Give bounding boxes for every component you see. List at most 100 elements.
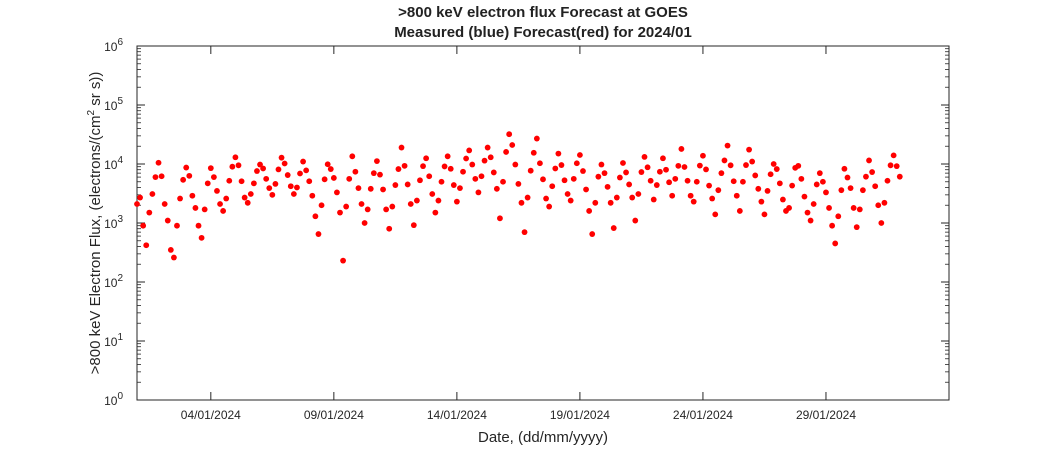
data-point: [537, 160, 543, 167]
data-point: [740, 178, 746, 185]
data-point: [832, 240, 839, 247]
data-point: [429, 191, 436, 197]
data-point: [730, 178, 737, 185]
data-point: [466, 147, 473, 154]
data-point: [404, 181, 411, 188]
data-point: [644, 164, 651, 171]
x-tick-label: 24/01/2024: [673, 408, 733, 422]
data-point: [383, 206, 390, 213]
data-point: [850, 205, 857, 211]
data-point: [641, 153, 648, 160]
y-axis-label-superscript: 2: [86, 110, 97, 116]
data-point: [478, 173, 485, 180]
data-point: [647, 177, 654, 184]
data-points: [134, 131, 903, 264]
data-point: [515, 181, 522, 187]
data-point: [835, 213, 842, 220]
data-point: [884, 177, 891, 184]
data-point: [669, 192, 676, 199]
data-point: [475, 189, 482, 196]
data-point: [435, 197, 442, 204]
data-point: [518, 199, 525, 206]
data-point: [577, 152, 583, 158]
data-point: [472, 175, 479, 182]
data-point: [555, 150, 562, 157]
data-point: [813, 181, 820, 188]
data-point: [257, 161, 263, 168]
data-point: [715, 187, 722, 194]
data-point: [875, 202, 882, 209]
data-point: [355, 185, 362, 192]
data-point: [198, 234, 205, 241]
y-tick-label: 103: [104, 214, 123, 231]
data-point: [186, 172, 193, 179]
data-point: [773, 166, 780, 172]
data-point: [500, 178, 506, 185]
data-point: [300, 158, 306, 165]
data-point: [143, 242, 150, 249]
data-point: [718, 170, 725, 177]
data-point: [177, 195, 183, 202]
data-point: [244, 199, 251, 206]
data-point: [207, 165, 214, 172]
data-point: [450, 182, 457, 188]
data-point: [573, 160, 580, 167]
data-point: [690, 198, 697, 205]
data-point: [247, 191, 254, 197]
data-point: [638, 169, 645, 175]
data-point: [890, 152, 897, 159]
data-point: [604, 183, 611, 190]
data-point: [321, 176, 328, 183]
x-tick-label: 14/01/2024: [427, 408, 487, 422]
data-point: [703, 166, 709, 173]
data-point: [343, 203, 350, 210]
data-point: [712, 211, 719, 218]
data-point: [847, 185, 854, 192]
x-tick-label: 04/01/2024: [181, 408, 241, 422]
y-tick-label: 102: [104, 273, 123, 290]
data-point: [484, 144, 491, 151]
data-point: [438, 178, 445, 185]
data-point: [420, 163, 426, 170]
data-point: [752, 172, 759, 179]
data-point: [469, 161, 476, 168]
data-point: [327, 166, 334, 172]
data-point: [171, 254, 177, 261]
data-point: [592, 199, 599, 206]
data-point: [152, 174, 159, 180]
data-point: [312, 213, 319, 220]
data-point: [672, 175, 679, 182]
data-point: [841, 165, 848, 172]
data-point: [334, 189, 340, 196]
data-point: [254, 168, 260, 174]
data-point: [377, 171, 383, 178]
data-point: [460, 168, 466, 175]
data-point: [349, 153, 356, 160]
data-point: [140, 222, 147, 229]
data-point: [616, 174, 623, 181]
data-point: [389, 203, 396, 210]
data-point: [856, 206, 863, 213]
data-point: [780, 196, 786, 203]
data-point: [838, 187, 845, 194]
data-point: [453, 198, 460, 205]
data-point: [733, 192, 740, 199]
data-point: [770, 161, 777, 167]
data-point: [656, 168, 663, 175]
data-point: [896, 173, 903, 180]
data-point: [804, 209, 811, 216]
data-point: [678, 146, 685, 152]
data-point: [758, 198, 765, 205]
data-point: [819, 178, 826, 185]
data-point: [392, 182, 399, 188]
data-point: [743, 162, 749, 168]
data-point: [506, 131, 513, 138]
data-point: [666, 179, 673, 186]
data-point: [552, 165, 559, 172]
data-point: [241, 194, 248, 201]
data-point: [481, 157, 488, 164]
x-tick-label: 19/01/2024: [550, 408, 610, 422]
data-point: [589, 231, 596, 237]
data-point: [407, 201, 414, 207]
y-axis-label: >800 keV Electron Flux, (electrons/(cm2 …: [86, 72, 104, 375]
